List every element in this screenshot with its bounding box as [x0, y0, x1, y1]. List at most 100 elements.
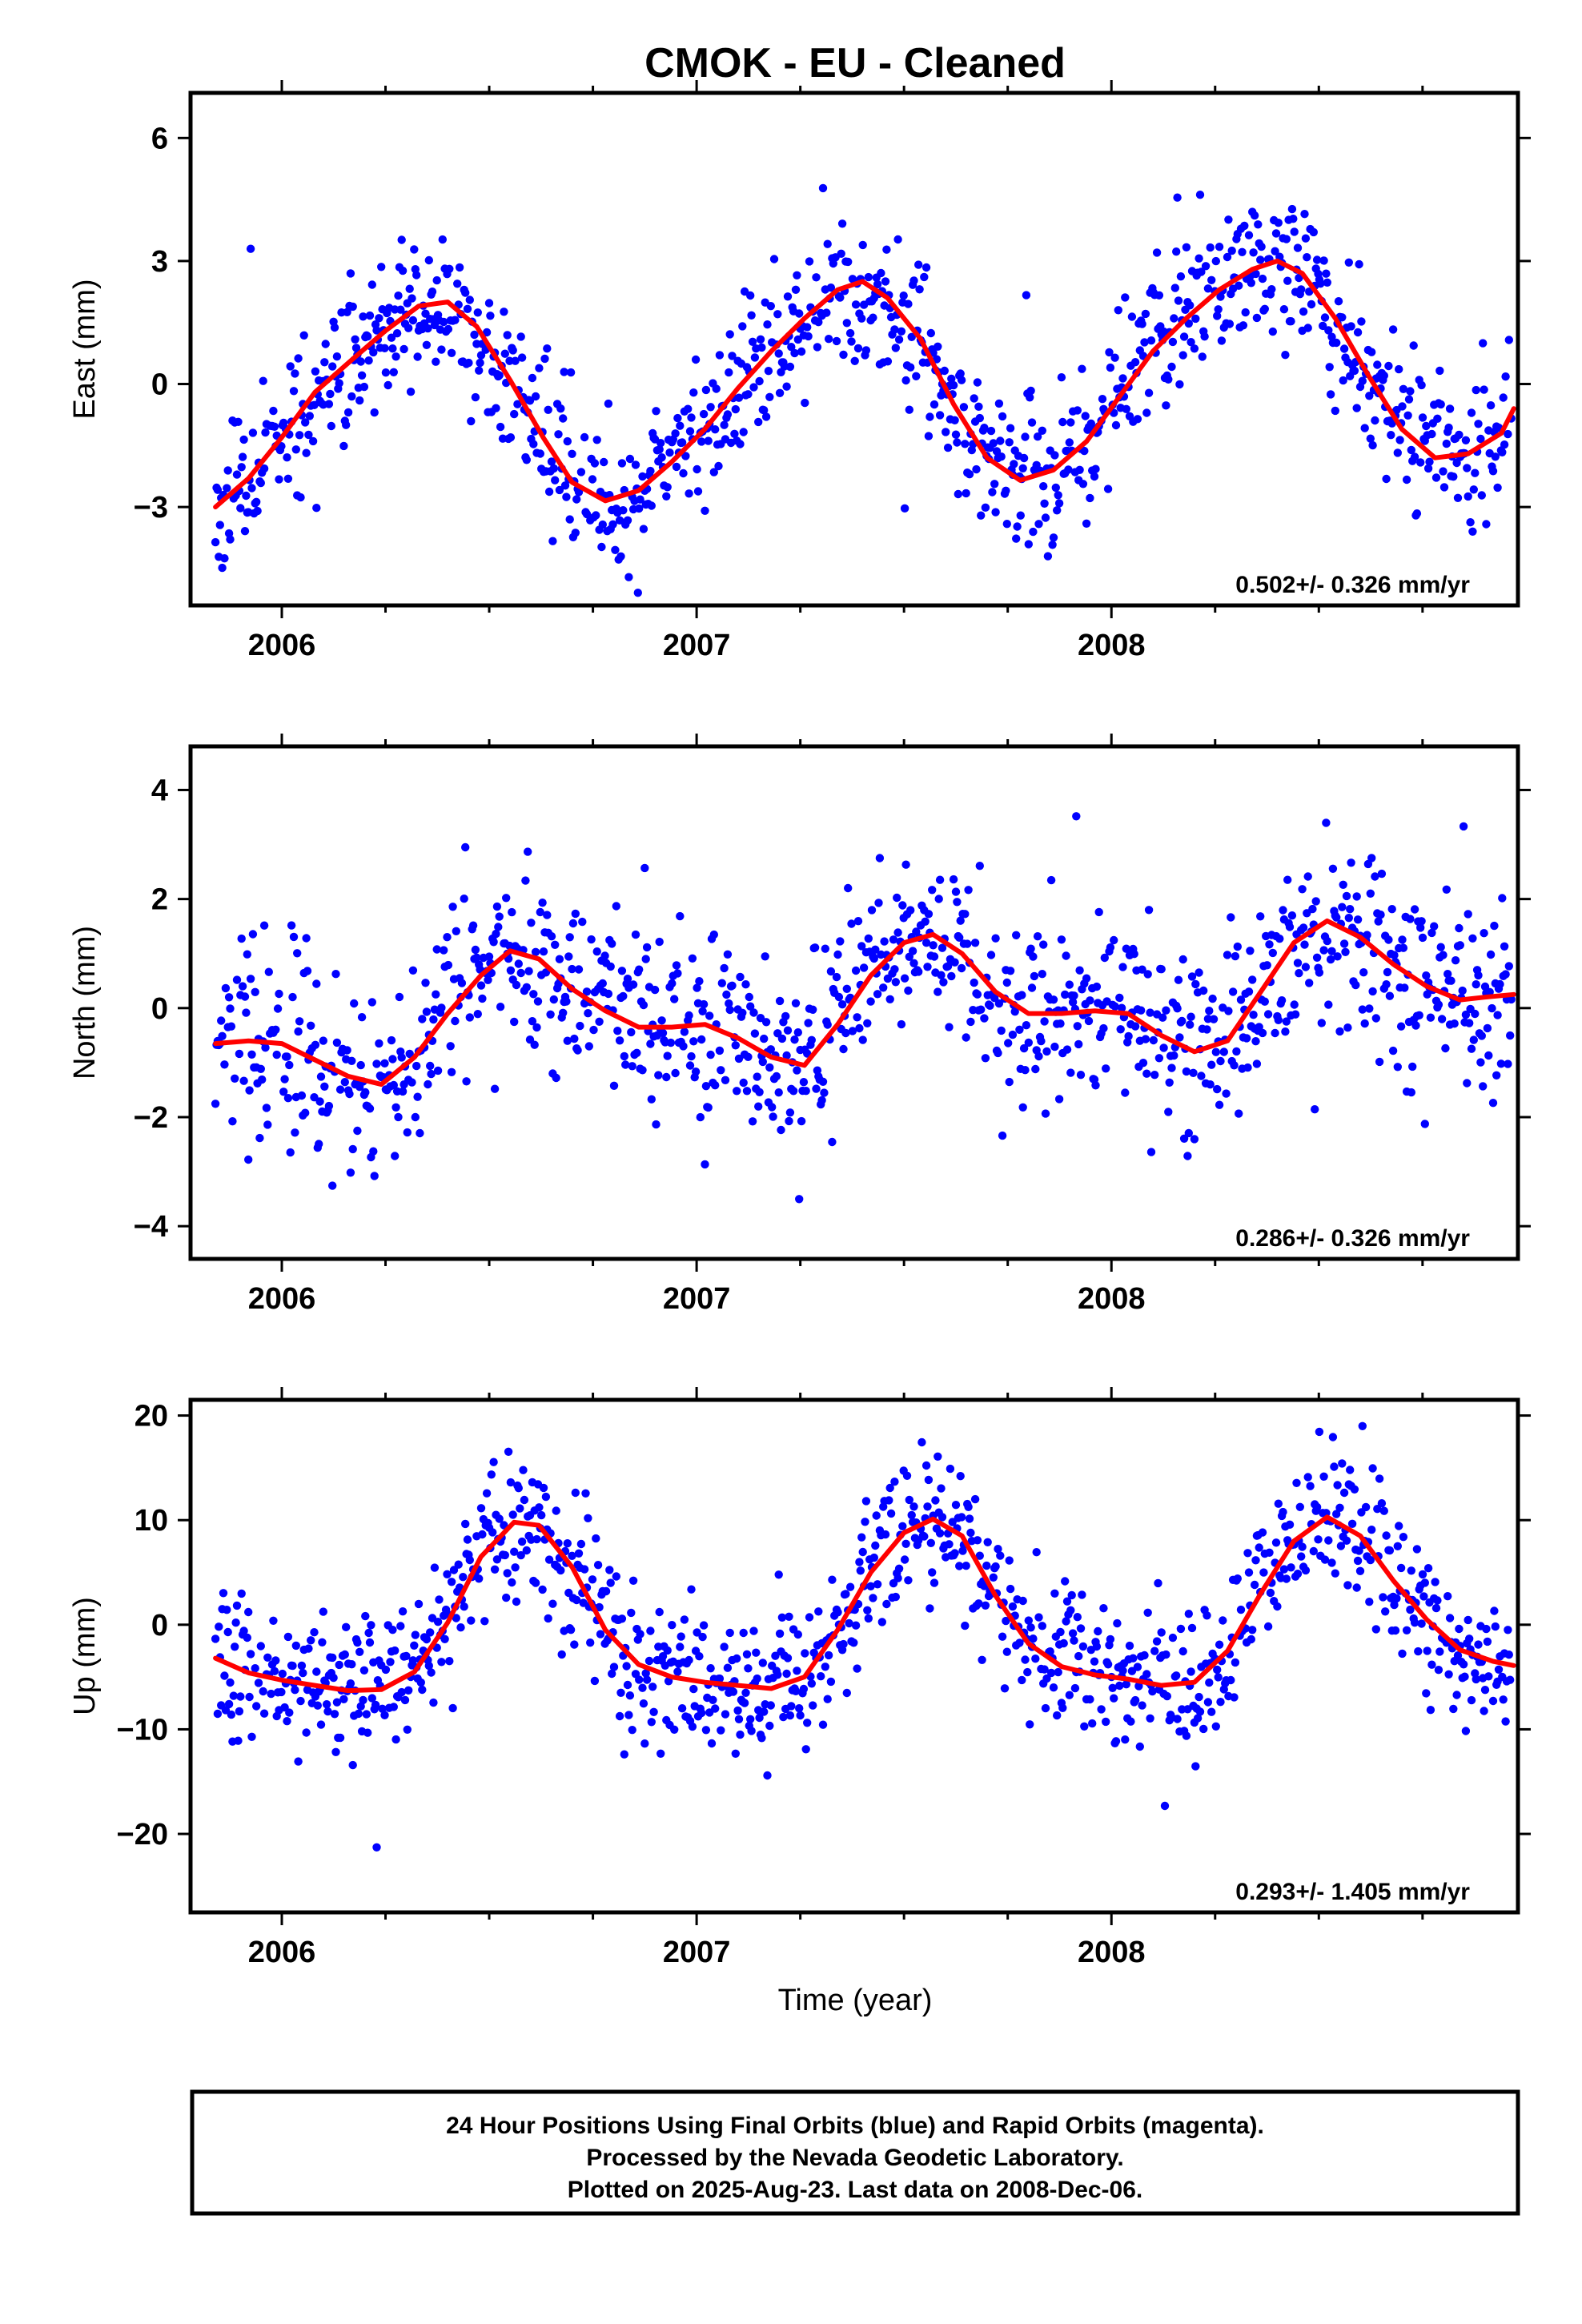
- data-point: [330, 1710, 339, 1719]
- data-point: [1086, 996, 1094, 1005]
- data-point: [1076, 1624, 1086, 1633]
- data-point: [704, 1103, 713, 1112]
- data-point: [1488, 1696, 1498, 1706]
- data-point: [514, 1484, 523, 1493]
- data-point: [966, 1528, 975, 1538]
- data-point: [957, 963, 966, 973]
- data-point: [427, 1668, 436, 1677]
- data-point: [1490, 1606, 1499, 1615]
- data-point: [335, 1085, 345, 1094]
- data-point: [1225, 320, 1235, 328]
- data-point: [1268, 327, 1278, 336]
- data-point: [343, 408, 353, 417]
- data-point: [1322, 818, 1331, 827]
- data-point: [734, 1715, 744, 1723]
- data-point: [1435, 366, 1444, 376]
- data-point: [1005, 1556, 1014, 1565]
- data-point: [863, 1019, 872, 1028]
- data-point: [1039, 940, 1048, 949]
- data-point: [957, 1513, 966, 1522]
- data-point: [1065, 438, 1074, 447]
- data-point: [1203, 1698, 1213, 1707]
- data-point: [624, 573, 633, 581]
- data-point: [1407, 1566, 1416, 1575]
- data-point: [1211, 1722, 1221, 1731]
- data-point: [989, 1573, 998, 1582]
- data-point: [893, 893, 901, 903]
- data-point: [894, 1564, 904, 1574]
- data-point: [1379, 1593, 1387, 1602]
- data-point: [389, 368, 398, 376]
- data-point: [1010, 1007, 1019, 1016]
- data-point: [869, 1594, 877, 1602]
- data-point: [755, 1088, 764, 1097]
- data-point: [973, 378, 982, 387]
- data-point: [775, 388, 785, 397]
- data-point: [1016, 511, 1026, 520]
- data-point: [1301, 234, 1311, 243]
- data-point: [638, 1066, 647, 1075]
- data-point: [351, 344, 361, 352]
- data-point: [1256, 912, 1265, 921]
- data-point: [1436, 400, 1445, 409]
- data-point: [1382, 1531, 1391, 1540]
- data-point: [1279, 1565, 1289, 1574]
- data-point: [372, 1059, 381, 1068]
- data-point: [1390, 1600, 1399, 1610]
- data-point: [424, 1661, 433, 1671]
- data-point: [951, 430, 961, 439]
- data-point: [699, 999, 709, 1009]
- data-point: [844, 883, 853, 893]
- data-point: [1233, 1574, 1243, 1583]
- data-point: [1205, 1007, 1214, 1015]
- data-point: [1361, 1502, 1371, 1512]
- data-point: [953, 898, 962, 907]
- data-point: [346, 1168, 355, 1177]
- data-point: [327, 421, 335, 431]
- data-point: [1504, 429, 1512, 439]
- data-point: [1368, 1464, 1377, 1473]
- data-point: [279, 418, 288, 428]
- data-point: [432, 990, 440, 999]
- data-point: [295, 1017, 304, 1026]
- data-point: [1477, 1031, 1487, 1040]
- data-point: [1295, 273, 1303, 283]
- data-point: [1227, 913, 1235, 922]
- data-point: [1455, 1624, 1464, 1634]
- data-point: [1118, 963, 1127, 971]
- data-point: [259, 376, 267, 385]
- data-point: [1464, 492, 1472, 501]
- data-point: [685, 1061, 695, 1070]
- data-point: [1213, 1084, 1222, 1094]
- data-point: [1367, 1526, 1376, 1534]
- data-point: [748, 337, 757, 346]
- data-point: [416, 1678, 425, 1687]
- data-point: [1501, 970, 1510, 979]
- data-point: [387, 333, 396, 342]
- data-point: [1111, 420, 1121, 430]
- data-point: [748, 1117, 757, 1126]
- data-point: [950, 416, 959, 424]
- data-point: [804, 1019, 813, 1027]
- data-point: [1265, 1548, 1274, 1558]
- data-point: [1355, 1546, 1363, 1555]
- data-point: [991, 1562, 1000, 1571]
- data-point: [755, 1713, 764, 1723]
- data-point: [625, 454, 635, 464]
- data-point: [791, 999, 801, 1008]
- data-point: [623, 975, 632, 983]
- data-point: [377, 263, 386, 271]
- data-point: [793, 1028, 802, 1037]
- data-point: [1360, 1019, 1369, 1028]
- data-point: [1423, 990, 1431, 999]
- data-point: [1306, 1482, 1315, 1490]
- data-point: [733, 1654, 741, 1663]
- data-point: [736, 972, 745, 982]
- data-point: [403, 1128, 412, 1137]
- data-point: [311, 1040, 320, 1050]
- data-point: [1486, 950, 1496, 959]
- data-point: [252, 1702, 261, 1711]
- data-point: [388, 1626, 397, 1634]
- data-point: [1346, 905, 1355, 914]
- data-point: [580, 1565, 589, 1574]
